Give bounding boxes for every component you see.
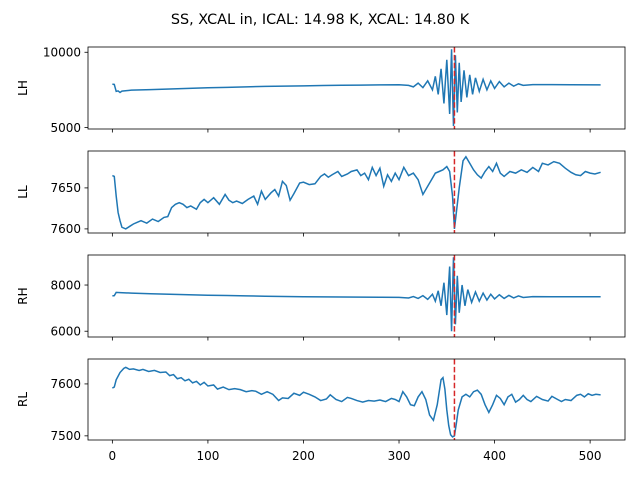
x-tick-label: 400 [483, 449, 506, 463]
y-tick-label: 5000 [50, 121, 81, 135]
x-tick-label: 100 [196, 449, 219, 463]
series-line-rl [112, 366, 601, 438]
panel-ll: 7600 7650 LL [16, 150, 626, 237]
panel-rh: 6000 8000 RH [16, 254, 626, 341]
y-axis-label-rl: RL [16, 392, 30, 407]
series-line-ll [112, 155, 601, 230]
axes-frame-rl [87, 358, 626, 441]
axes-frame-rh [87, 254, 626, 338]
x-tick-label: 200 [292, 449, 315, 463]
y-tick-label: 6000 [50, 325, 81, 339]
y-tick-label: 10000 [43, 46, 81, 60]
axes-frame-ll [87, 150, 626, 234]
y-tick-label: 7600 [50, 222, 81, 236]
panels-group: 500010000LH76007650LL60008000RH75007600R… [16, 46, 626, 463]
x-tick-label: 500 [579, 449, 602, 463]
axes-frame-lh [87, 46, 626, 130]
y-tick-label: 7600 [50, 377, 81, 391]
series-line-rh [112, 257, 601, 332]
y-tick-label: 7650 [50, 181, 81, 195]
y-tick-label: 7500 [50, 429, 81, 443]
x-tick-label: 300 [388, 449, 411, 463]
y-axis-label-ll: LL [16, 185, 30, 199]
y-tick-label: 8000 [50, 278, 81, 292]
y-axis-label-lh: LH [16, 80, 30, 96]
chart-title: SS, XCAL in, ICAL: 14.98 K, XCAL: 14.80 … [171, 12, 470, 28]
x-tick-label: 0 [109, 449, 117, 463]
y-axis-label-rh: RH [16, 287, 30, 304]
panel-rl: 7500 7600 RL 0 100 200 300 400 500 [16, 358, 626, 463]
panel-lh: 5000 10000 LH [16, 46, 626, 135]
series-line-lh [112, 49, 601, 127]
